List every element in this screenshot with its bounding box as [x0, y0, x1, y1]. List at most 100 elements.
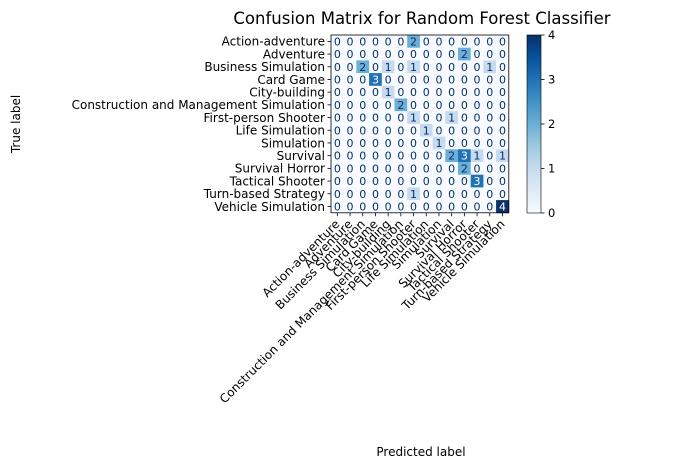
heatmap-cell [381, 123, 395, 137]
heatmap-cell [343, 136, 357, 150]
heatmap-cell [407, 162, 421, 175]
heatmap-cell [369, 200, 383, 214]
cell-value: 0 [423, 48, 430, 61]
cell-value: 0 [347, 150, 354, 163]
cell-value: 0 [486, 124, 493, 137]
cell-value: 0 [372, 175, 379, 188]
cell-value: 0 [423, 99, 430, 112]
heatmap-cell [381, 162, 395, 175]
cell-value: 2 [397, 99, 404, 112]
y-tick-label: Life Simulation [236, 124, 325, 138]
heatmap-cell [356, 200, 370, 214]
heatmap-cell [356, 174, 370, 188]
cell-value: 0 [486, 162, 493, 175]
cell-value: 0 [448, 200, 455, 213]
heatmap-cell [356, 85, 370, 99]
colorbar-tick-label: 4 [548, 28, 555, 42]
heatmap-cell [496, 85, 510, 99]
heatmap-cell [394, 149, 408, 163]
heatmap-cell [445, 35, 459, 48]
heatmap-cell [432, 47, 446, 61]
heatmap-cell [470, 174, 484, 188]
cell-value: 0 [372, 188, 379, 201]
heatmap-cell [483, 98, 497, 112]
heatmap-cell [356, 60, 370, 74]
y-tick-label: Vehicle Simulation [214, 200, 325, 214]
heatmap-cell [407, 187, 421, 201]
cell-value: 0 [486, 112, 493, 125]
cell-value: 0 [359, 162, 366, 175]
heatmap-cell [331, 73, 344, 87]
heatmap-cell [470, 136, 484, 150]
cell-value: 2 [410, 35, 417, 48]
heatmap-cell [470, 200, 484, 214]
heatmap-cell [483, 111, 497, 125]
cell-value: 2 [461, 162, 468, 175]
cell-value: 0 [359, 124, 366, 137]
cell-value: 0 [499, 175, 506, 188]
y-tick-label: First-person Shooter [204, 111, 326, 125]
heatmap-cell [458, 149, 471, 163]
cell-value: 0 [347, 162, 354, 175]
heatmap-cell [470, 60, 484, 74]
heatmap-cell [356, 73, 370, 87]
heatmap-cell [381, 200, 395, 214]
heatmap-cell [369, 162, 383, 175]
heatmap-cell [445, 136, 459, 150]
cell-value: 0 [334, 35, 341, 48]
heatmap-cell [394, 187, 408, 201]
heatmap-cell [407, 98, 421, 112]
heatmap-cell [356, 162, 370, 175]
heatmap-cell [331, 111, 344, 125]
heatmap-cell [496, 200, 510, 214]
heatmap-cell [381, 47, 395, 61]
cell-value: 1 [410, 112, 417, 125]
y-tick-label: Turn-based Strategy [203, 187, 325, 201]
cell-value: 0 [448, 137, 455, 150]
cell-value: 0 [397, 137, 404, 150]
cell-value: 0 [423, 200, 430, 213]
cell-value: 3 [372, 73, 379, 86]
heatmap-cell [394, 174, 408, 188]
heatmap-cell [445, 200, 459, 214]
heatmap-cell [496, 111, 510, 125]
cell-value: 0 [423, 112, 430, 125]
cell-value: 0 [334, 150, 341, 163]
heatmap-cell [394, 35, 408, 48]
heatmap-cell [343, 174, 357, 188]
cell-value: 3 [474, 175, 481, 188]
cell-value: 0 [359, 175, 366, 188]
cell-value: 0 [334, 175, 341, 188]
cell-value: 2 [448, 150, 455, 163]
heatmap-cell [381, 35, 395, 48]
heatmap-cell [445, 60, 459, 74]
cell-value: 0 [397, 188, 404, 201]
cell-value: 0 [486, 99, 493, 112]
heatmap-cell [419, 149, 433, 163]
heatmap-cell [356, 47, 370, 61]
cell-value: 0 [435, 35, 442, 48]
cell-value: 0 [372, 48, 379, 61]
cell-value: 0 [347, 175, 354, 188]
heatmap-cell [483, 149, 497, 163]
heatmap-cell [407, 174, 421, 188]
cell-value: 0 [359, 99, 366, 112]
cell-value: 0 [435, 200, 442, 213]
heatmap-cell [458, 47, 471, 61]
cell-value: 0 [385, 137, 392, 150]
cell-value: 1 [435, 137, 442, 150]
heatmap-cell [331, 187, 344, 201]
colorbar-tick-label: 3 [548, 73, 555, 87]
heatmap-cell [407, 85, 421, 99]
heatmap-cell [394, 85, 408, 99]
cell-value: 0 [448, 73, 455, 86]
heatmap-cell [496, 123, 510, 137]
cell-value: 0 [359, 188, 366, 201]
cell-value: 0 [448, 162, 455, 175]
cell-value: 0 [486, 150, 493, 163]
colorbar-tick-label: 2 [548, 117, 555, 131]
cell-value: 0 [334, 86, 341, 99]
cell-value: 0 [486, 175, 493, 188]
cell-value: 0 [499, 35, 506, 48]
cell-value: 0 [448, 48, 455, 61]
